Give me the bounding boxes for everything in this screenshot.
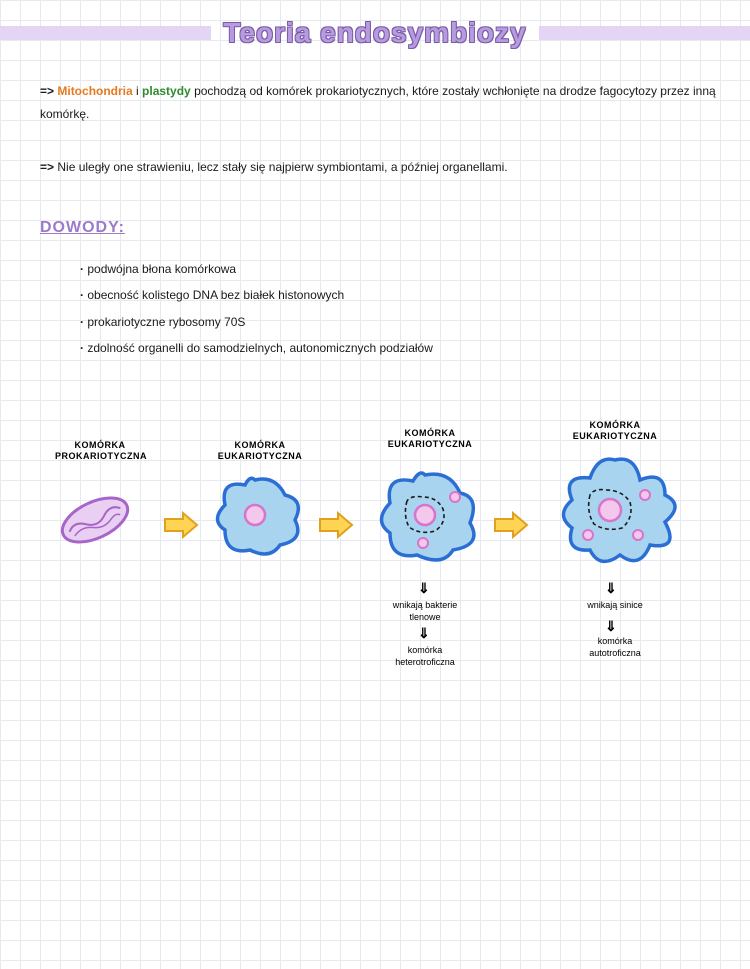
down-arrow-3: ⇓ (605, 580, 617, 597)
bullet-4: zdolność organelli do samodzielnych, aut… (80, 335, 720, 361)
label-eukaryote-2: KOMÓRKAEUKARIOTYCZNA (385, 428, 475, 450)
section-header: DOWODY: (40, 213, 720, 243)
bullet-list: podwójna błona komórkowa obecność kolist… (80, 256, 720, 362)
bullet-1: podwójna błona komórkowa (80, 256, 720, 282)
highlight-plastydy: plastydy (142, 84, 191, 98)
title-highlight-right (539, 26, 750, 40)
arrow-prefix-2: => (40, 160, 54, 174)
title-highlight-left (0, 26, 211, 40)
page-title: Teoria endosymbiozy (211, 17, 538, 49)
caption-3b: komórkaheterotroficzna (375, 645, 475, 668)
bullet-2: obecność kolistego DNA bez białek histon… (80, 282, 720, 308)
para2-text: Nie uległy one strawieniu, lecz stały si… (57, 160, 507, 174)
caption-4a: wnikają sinice (560, 600, 670, 612)
highlight-mitochondria: Mitochondria (57, 84, 132, 98)
content-area: => Mitochondria i plastydy pochodzą od k… (40, 70, 720, 361)
down-arrow-4: ⇓ (605, 618, 617, 635)
paragraph-1: => Mitochondria i plastydy pochodzą od k… (40, 80, 720, 126)
caption-3a: wnikają bakterietlenowe (375, 600, 475, 623)
arrow-prefix-1: => (40, 84, 54, 98)
paragraph-2: => Nie uległy one strawieniu, lecz stały… (40, 156, 720, 179)
title-bar: Teoria endosymbiozy (0, 18, 750, 48)
bullet-3: prokariotyczne rybosomy 70S (80, 309, 720, 335)
down-arrow-1: ⇓ (418, 580, 430, 597)
caption-4b: komórkaautotroficzna (560, 636, 670, 659)
down-arrow-2: ⇓ (418, 625, 430, 642)
label-eukaryote-3: KOMÓRKAEUKARIOTYCZNA (570, 420, 660, 442)
endosymbiosis-diagram: KOMÓRKAPROKARIOTYCZNA KOMÓRKAEUKARIOTYCZ… (40, 420, 730, 680)
